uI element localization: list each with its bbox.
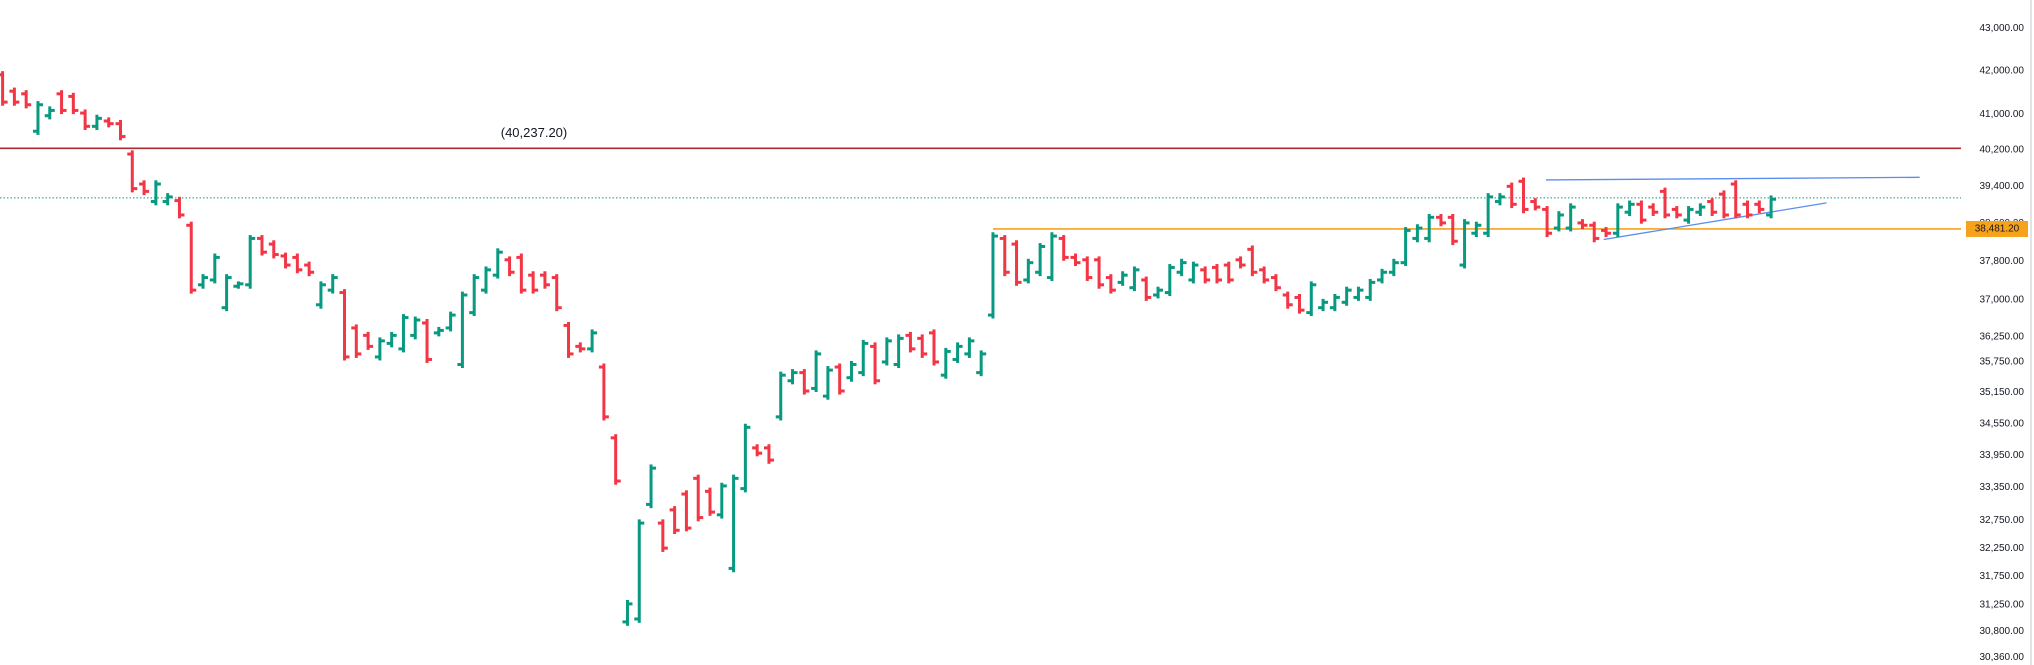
trend-line <box>1545 176 1920 181</box>
y-tick-label: 35,750.00 <box>1980 357 2025 368</box>
y-tick-label: 32,750.00 <box>1980 515 2025 526</box>
y-tick-label: 34,550.00 <box>1980 418 2025 429</box>
trend-line <box>1603 202 1827 241</box>
y-tick-label: 37,800.00 <box>1980 256 2025 267</box>
y-tick-label: 35,150.00 <box>1980 387 2025 398</box>
price-badge-label: 38,481.20 <box>1975 224 2020 235</box>
y-tick-label: 40,200.00 <box>1980 145 2025 156</box>
y-tick-label: 33,950.00 <box>1980 450 2025 461</box>
y-tick-label: 41,000.00 <box>1980 109 2025 120</box>
y-tick-label: 36,250.00 <box>1980 332 2025 343</box>
price-badge <box>1966 220 2028 237</box>
y-tick-label: 37,000.00 <box>1980 295 2025 306</box>
y-tick-label: 31,250.00 <box>1980 600 2025 611</box>
line-annotation: (40,237.20) <box>501 125 568 140</box>
y-tick-label: 30,800.00 <box>1980 626 2025 637</box>
y-tick-label: 42,000.00 <box>1980 66 2025 77</box>
y-tick-label: 31,750.00 <box>1980 571 2025 582</box>
y-tick-label: 32,250.00 <box>1980 543 2025 554</box>
y-tick-label: 39,400.00 <box>1980 181 2025 192</box>
y-tick-label: 43,000.00 <box>1980 23 2025 34</box>
y-tick-label: 33,350.00 <box>1980 482 2025 493</box>
y-tick-label: 30,360.00 <box>1980 652 2025 663</box>
